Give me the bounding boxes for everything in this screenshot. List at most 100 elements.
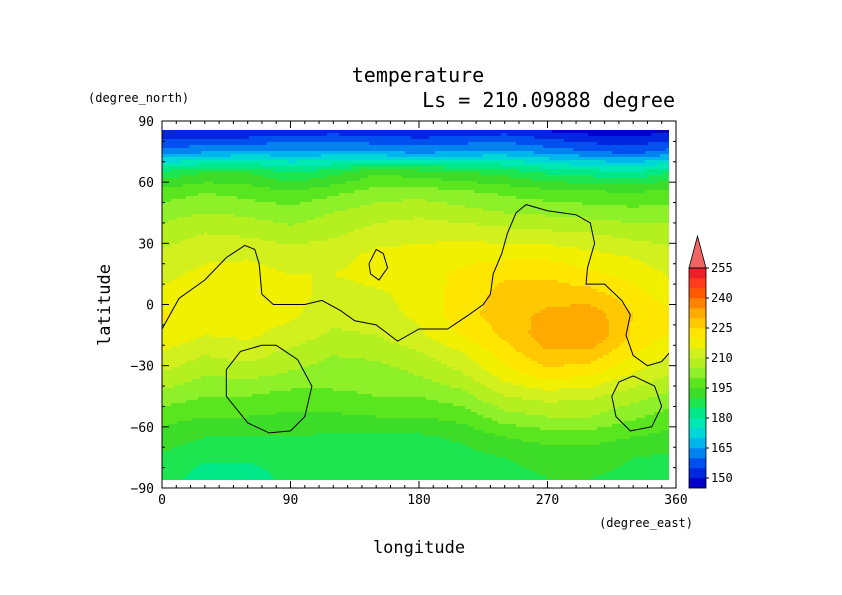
field-cell [654,166,657,169]
field-cell [471,193,474,196]
field-cell [429,151,432,154]
field-cell [294,154,297,157]
field-cell [324,175,327,178]
field-cell [405,163,408,166]
field-cell [510,163,513,166]
field-cell [471,169,474,172]
field-cell [363,169,366,172]
field-cell [363,130,366,133]
field-cell [351,154,354,157]
field-cell [360,178,363,181]
field-cell [648,205,651,208]
field-cell [423,202,426,205]
field-cell [426,190,429,193]
field-cell [465,160,468,163]
field-cell [666,208,669,211]
field-cell [531,208,534,211]
field-cell [597,178,600,181]
field-cell [564,166,567,169]
field-cell [405,151,408,154]
field-cell [609,199,612,202]
field-cell [255,172,258,175]
field-cell [240,208,243,211]
field-cell [387,130,390,133]
field-cell [321,181,324,184]
field-cell [654,169,657,172]
field-cell [252,187,255,190]
field-cell [213,193,216,196]
field-cell [180,190,183,193]
field-cell [210,181,213,184]
field-cell [237,145,240,148]
field-cell [492,208,495,211]
field-cell [330,202,333,205]
field-cell [342,190,345,193]
field-cell [597,133,600,136]
field-cell [267,178,270,181]
field-cell [642,157,645,160]
field-cell [171,169,174,172]
field-cell [417,163,420,166]
field-cell [528,163,531,166]
field-cell [597,139,600,142]
field-cell [354,196,357,199]
field-cell [657,211,660,214]
field-cell [321,148,324,151]
field-cell [480,157,483,160]
field-cell [429,199,432,202]
field-cell [528,166,531,169]
field-cell [336,217,339,220]
field-cell [177,148,180,151]
field-cell [294,157,297,160]
field-cell [558,184,561,187]
field-cell [291,133,294,136]
field-cell [222,190,225,193]
field-cell [300,157,303,160]
field-cell [624,145,627,148]
field-cell [636,172,639,175]
field-cell [660,202,663,205]
field-cell [189,160,192,163]
field-cell [654,145,657,148]
field-cell [636,133,639,136]
field-cell [339,154,342,157]
field-cell [420,142,423,145]
field-cell [186,172,189,175]
field-cell [255,181,258,184]
field-cell [642,130,645,133]
field-cell [282,148,285,151]
field-cell [348,160,351,163]
field-cell [510,160,513,163]
field-cell [411,175,414,178]
field-cell [549,148,552,151]
field-cell [540,214,543,217]
field-cell [192,133,195,136]
field-cell [438,157,441,160]
field-cell [288,214,291,217]
field-cell [510,178,513,181]
field-cell [402,199,405,202]
field-cell [240,214,243,217]
field-cell [477,169,480,172]
field-cell [504,169,507,172]
field-cell [639,214,642,217]
field-cell [375,181,378,184]
field-cell [312,145,315,148]
field-cell [414,130,417,133]
field-cell [237,166,240,169]
field-cell [297,196,300,199]
field-cell [522,193,525,196]
field-cell [177,151,180,154]
field-cell [186,184,189,187]
field-cell [558,178,561,181]
field-cell [177,208,180,211]
field-cell [477,172,480,175]
field-cell [537,151,540,154]
field-cell [525,187,528,190]
field-cell [306,169,309,172]
field-cell [201,133,204,136]
field-cell [354,208,357,211]
field-cell [543,142,546,145]
field-cell [663,190,666,193]
field-cell [486,172,489,175]
